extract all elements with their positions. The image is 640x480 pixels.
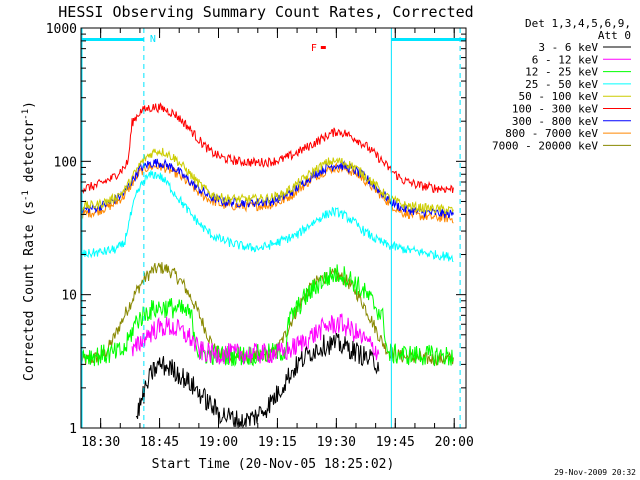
x-tick-label: 18:45	[140, 435, 179, 450]
series-6-12-kev-line	[131, 313, 380, 365]
axes-layer	[80, 27, 467, 429]
y-axis-label-main: Corrected Count Rate (s	[22, 201, 37, 381]
y-tick-label: 10	[61, 289, 77, 304]
x-tick-label: 20:00	[435, 435, 474, 450]
x-tick-label: 18:30	[81, 435, 120, 450]
tick-labels: 1 10 100 1000 18:30 18:45 19:00 19:15 19:30 19:45…	[46, 22, 474, 450]
legend-header-line1: Det 1,3,4,5,6,9,	[525, 17, 631, 30]
legend-label: 100 - 300 keV	[512, 103, 598, 116]
legend-label: 7000 - 20000 keV	[492, 139, 598, 152]
series-50-100-kev-line	[80, 147, 454, 214]
night-label: N	[150, 34, 156, 45]
legend-label: 6 - 12 keV	[532, 53, 599, 66]
night-interval-bar	[391, 38, 466, 41]
footer-timestamp: 29-Nov-2009 20:32	[554, 468, 636, 477]
legend-label: 800 - 7000 keV	[505, 127, 598, 140]
y-tick-label: 1000	[46, 22, 77, 37]
x-axis-label: Start Time (20-Nov-05 18:25:02)	[152, 457, 395, 472]
y-tick-label: 100	[54, 155, 77, 170]
plot-frame	[80, 27, 467, 429]
flare-label: F	[311, 43, 317, 54]
y-tick-label: 1	[69, 422, 77, 437]
y-axis-label-sup2: -1	[21, 109, 31, 120]
series-25-50-kev-line	[80, 170, 454, 262]
y-axis-label: Corrected Count Rate (s-1 detector-1)	[21, 101, 37, 381]
flare-marker	[320, 46, 326, 49]
legend-label: 25 - 50 keV	[525, 78, 598, 91]
series-layer	[80, 102, 454, 429]
series-3-6-kev-line	[135, 332, 380, 429]
legend-label: 3 - 6 keV	[538, 41, 598, 54]
x-tick-label: 19:15	[258, 435, 297, 450]
series-100-300-kev-line	[80, 102, 454, 195]
y-axis-label-mid: detector	[22, 120, 37, 191]
x-tick-label: 19:00	[199, 435, 238, 450]
y-axis-label-sup1: -1	[21, 190, 31, 201]
series-800-7000-kev-line	[80, 162, 454, 224]
legend-label: 300 - 800 keV	[512, 115, 598, 128]
legend-header-line2: Att 0	[598, 29, 631, 42]
legend-label: 50 - 100 keV	[519, 90, 599, 103]
legend-label: 12 - 25 keV	[525, 66, 598, 79]
annotation-layer: NF	[81, 28, 466, 428]
x-tick-label: 19:30	[317, 435, 356, 450]
y-axis-label-end: )	[22, 101, 37, 109]
night-interval-bar	[81, 38, 144, 41]
chart-title: HESSI Observing Summary Count Rates, Cor…	[58, 3, 473, 21]
x-tick-label: 19:45	[376, 435, 415, 450]
